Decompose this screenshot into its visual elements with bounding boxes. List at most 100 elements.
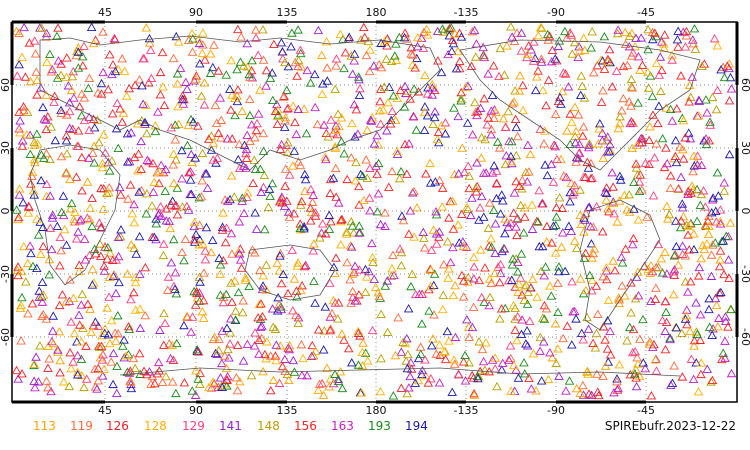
station-marker (241, 144, 252, 154)
station-marker (706, 250, 717, 259)
station-marker (68, 357, 78, 366)
station-marker (611, 66, 622, 75)
station-marker (619, 190, 630, 199)
station-marker (495, 268, 506, 278)
station-marker (649, 153, 660, 162)
station-marker (192, 346, 202, 356)
station-marker (54, 326, 65, 336)
station-marker (19, 105, 29, 115)
station-marker (417, 319, 427, 328)
station-marker (129, 217, 140, 227)
station-marker (280, 181, 290, 190)
station-marker (506, 22, 516, 31)
station-marker (449, 359, 460, 368)
x-tick-top: 45 (98, 6, 112, 19)
station-marker (351, 157, 361, 167)
station-marker (688, 166, 698, 176)
station-marker (17, 292, 27, 302)
station-marker (168, 160, 179, 169)
station-marker (13, 214, 23, 224)
station-marker (534, 185, 544, 195)
station-marker (495, 314, 505, 323)
station-marker (234, 249, 245, 258)
station-marker (420, 370, 431, 380)
station-marker (620, 39, 631, 48)
station-marker (103, 330, 114, 339)
station-marker (420, 355, 430, 364)
station-marker (72, 46, 82, 55)
station-marker (486, 106, 497, 115)
station-marker (524, 167, 534, 176)
station-marker (587, 253, 597, 262)
station-marker (155, 67, 166, 77)
station-marker (350, 296, 360, 305)
station-marker (267, 304, 278, 313)
station-marker (349, 267, 359, 277)
station-marker (11, 365, 22, 375)
station-marker (20, 72, 31, 81)
station-marker (246, 120, 257, 129)
station-marker (103, 242, 113, 252)
station-marker (354, 265, 365, 274)
coastline-africa (29, 144, 121, 286)
station-marker (587, 275, 597, 285)
station-marker (336, 137, 347, 146)
station-marker (495, 259, 506, 269)
station-marker (187, 47, 198, 56)
station-marker (310, 102, 320, 112)
station-marker (691, 327, 702, 336)
station-marker (347, 118, 357, 128)
station-marker (13, 262, 23, 271)
station-marker (718, 236, 728, 245)
station-marker (688, 374, 699, 384)
station-marker (656, 254, 666, 263)
station-marker (258, 182, 269, 191)
station-marker (704, 221, 714, 230)
station-marker (565, 139, 575, 149)
station-marker (14, 124, 24, 133)
station-marker (453, 370, 464, 379)
station-marker (510, 282, 520, 291)
station-marker (535, 332, 546, 342)
station-marker (200, 246, 210, 255)
station-marker (38, 102, 48, 112)
station-marker (171, 31, 182, 41)
station-marker (522, 49, 533, 58)
station-marker (550, 54, 560, 63)
station-marker (598, 271, 608, 281)
station-marker (194, 220, 205, 229)
station-marker (622, 336, 632, 345)
station-marker (481, 338, 491, 347)
station-marker (287, 245, 298, 254)
station-marker (592, 369, 602, 378)
station-marker (533, 66, 543, 75)
station-marker (74, 310, 84, 319)
station-marker (721, 231, 732, 240)
station-marker (248, 178, 258, 187)
station-marker (389, 270, 399, 280)
station-marker (354, 228, 364, 237)
station-marker (333, 109, 343, 118)
station-marker (170, 268, 181, 277)
station-marker (216, 133, 226, 142)
station-marker (224, 353, 234, 362)
station-marker (52, 221, 63, 230)
station-marker (360, 264, 371, 274)
station-marker (259, 170, 270, 179)
station-marker (448, 224, 459, 233)
station-marker (597, 128, 608, 137)
station-marker (598, 153, 609, 162)
station-marker (192, 288, 202, 298)
station-marker (480, 365, 490, 374)
station-marker (146, 73, 157, 83)
station-marker (438, 304, 448, 314)
station-marker (369, 139, 380, 148)
station-marker (402, 34, 412, 43)
station-marker (308, 246, 319, 255)
station-marker (84, 250, 95, 259)
station-marker (191, 229, 201, 239)
station-marker (196, 192, 207, 201)
station-marker (290, 57, 301, 67)
station-marker (282, 196, 292, 205)
station-marker (683, 186, 694, 196)
